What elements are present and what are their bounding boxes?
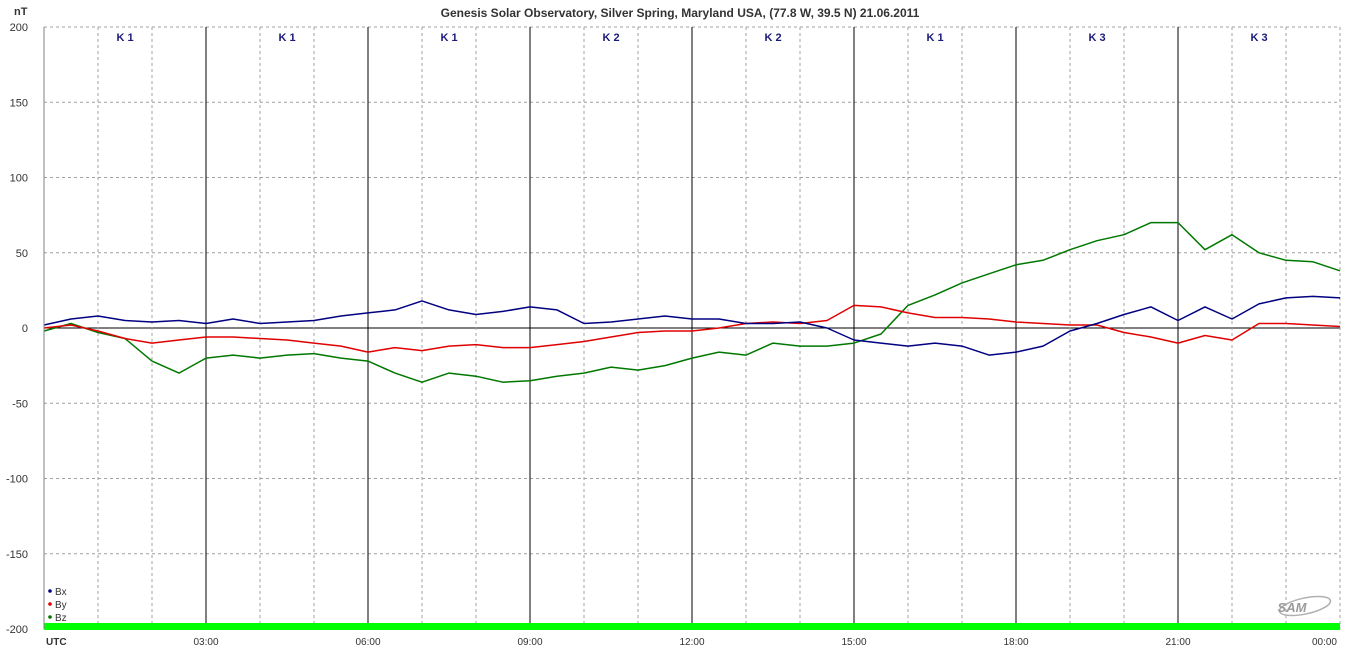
x-tick-label: 09:00 (517, 637, 542, 648)
k-index-label: K 1 (926, 32, 943, 44)
x-tick-labels: 03:00 06:00 09:00 12:00 15:00 18:00 21:00 00:00 (193, 637, 1337, 648)
legend-label-bx: Bx (55, 587, 67, 598)
logo-text: SAM (1278, 600, 1308, 615)
status-bar (44, 623, 1340, 630)
k-index-label: K 2 (602, 32, 619, 44)
legend: Bx By Bz (48, 587, 67, 624)
series-line-bx (43, 295, 1341, 356)
x-tick-label: 03:00 (193, 637, 218, 648)
y-tick-label: -200 (6, 624, 28, 636)
y-tick-label: -150 (6, 549, 28, 561)
series-line-by (43, 304, 1341, 353)
legend-label-bz: Bz (55, 613, 67, 624)
legend-label-by: By (55, 600, 67, 611)
y-tick-label: 100 (10, 173, 28, 185)
legend-marker-bz (48, 615, 52, 619)
y-tick-label: 200 (10, 22, 28, 34)
k-index-label: K 1 (116, 32, 133, 44)
grid-lines (44, 26, 1341, 629)
y-tick-label: 0 (22, 323, 28, 335)
x-axis-label: UTC (46, 637, 67, 648)
x-tick-label: 15:00 (841, 637, 866, 648)
legend-marker-bx (48, 589, 52, 593)
k-index-label: K 3 (1250, 32, 1267, 44)
chart-title: Genesis Solar Observatory, Silver Spring… (441, 6, 920, 20)
series-lines (43, 221, 1341, 383)
k-index-labels: K 1 K 1 K 1 K 2 K 2 K 1 K 3 K 3 (116, 32, 1267, 44)
x-tick-label: 21:00 (1165, 637, 1190, 648)
k-index-label: K 2 (764, 32, 781, 44)
k-index-label: K 1 (440, 32, 457, 44)
y-tick-label: -50 (12, 398, 28, 410)
x-tick-label: 12:00 (679, 637, 704, 648)
k-index-label: K 3 (1088, 32, 1105, 44)
y-tick-labels: 200 150 100 50 0 -50 -100 -150 -200 (6, 22, 28, 636)
k-index-label: K 1 (278, 32, 295, 44)
sam-logo: SAM (1278, 595, 1332, 617)
y-tick-label: -100 (6, 474, 28, 486)
x-tick-label: 06:00 (355, 637, 380, 648)
y-tick-label: 50 (16, 248, 28, 260)
y-tick-label: 150 (10, 97, 28, 109)
legend-marker-by (48, 602, 52, 606)
series-line-bz (43, 221, 1341, 383)
y-axis-unit-label: nT (14, 6, 28, 18)
x-tick-label: 18:00 (1003, 637, 1028, 648)
x-tick-label: 00:00 (1312, 637, 1337, 648)
